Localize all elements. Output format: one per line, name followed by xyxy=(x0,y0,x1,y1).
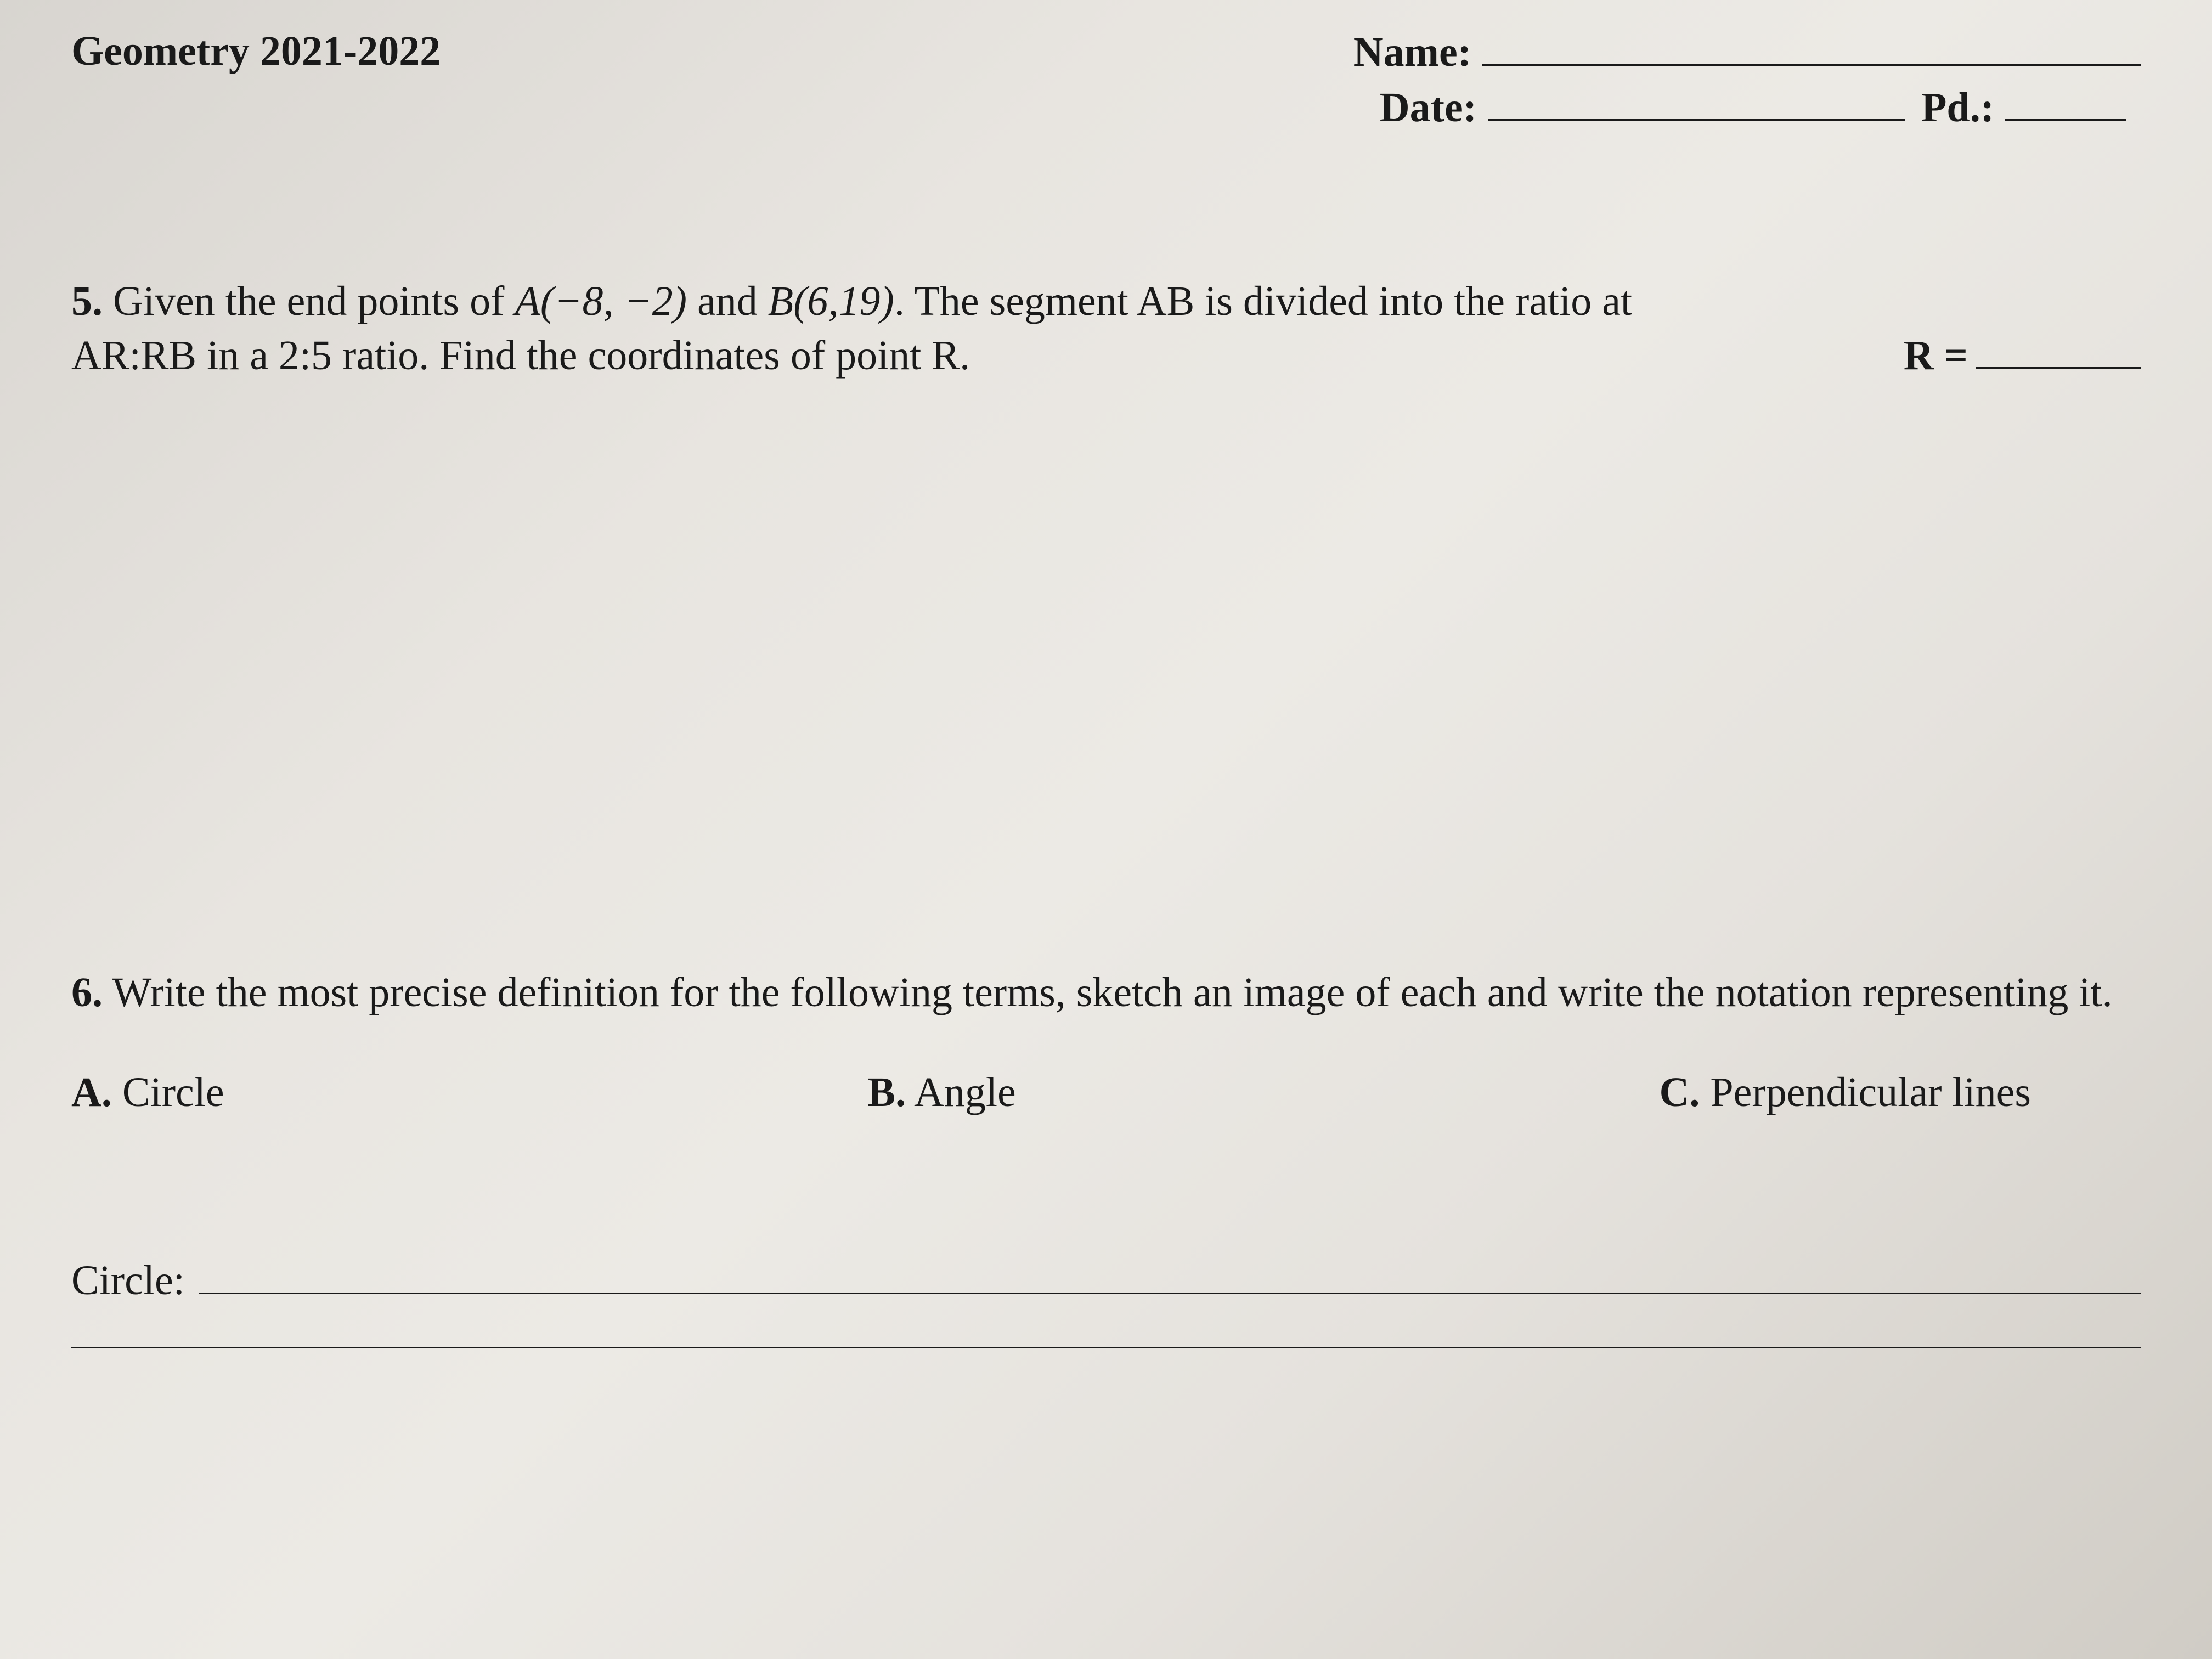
option-b: B. Angle xyxy=(867,1064,1015,1121)
q5-point-b: B(6,19) xyxy=(768,278,894,324)
q5-point-a: A(−8, −2) xyxy=(515,278,687,324)
pd-label: Pd.: xyxy=(1921,84,1994,132)
q5-text1: Given the end points of xyxy=(113,278,515,324)
option-b-text: Angle xyxy=(914,1069,1016,1115)
option-c-label: C. xyxy=(1660,1069,1700,1115)
name-date-block: Name: Date: Pd.: xyxy=(1353,27,2141,132)
name-label: Name: xyxy=(1353,29,1471,76)
q6-number: 6. xyxy=(71,969,103,1015)
q5-number: 5. xyxy=(71,278,103,324)
circle-label: Circle: xyxy=(71,1252,185,1309)
r-blank[interactable] xyxy=(1976,336,2141,369)
option-a-label: A. xyxy=(71,1069,112,1115)
circle-blank-line2[interactable] xyxy=(71,1347,2141,1348)
date-label: Date: xyxy=(1380,84,1477,132)
q5-line2: AR:RB in a 2:5 ratio. Find the coordinat… xyxy=(71,329,970,383)
q5-text2: and xyxy=(687,278,768,324)
q6-text: Write the most precise definition for th… xyxy=(112,969,2113,1015)
course-title: Geometry 2021-2022 xyxy=(71,27,441,75)
worksheet-header: Geometry 2021-2022 Name: Date: Pd.: xyxy=(71,27,2141,132)
option-a: A. Circle xyxy=(71,1064,224,1121)
pd-blank[interactable] xyxy=(2005,83,2126,121)
name-blank[interactable] xyxy=(1482,27,2141,66)
q6-options: A. Circle B. Angle C. Perpendicular line… xyxy=(71,1064,2141,1121)
q5-text3: . The segment AB is divided into the rat… xyxy=(894,278,1632,324)
q5-line2-wrap: AR:RB in a 2:5 ratio. Find the coordinat… xyxy=(71,329,2141,383)
circle-blank-line1[interactable] xyxy=(199,1261,2141,1294)
question-5: 5. Given the end points of A(−8, −2) and… xyxy=(71,274,2141,383)
date-blank[interactable] xyxy=(1488,83,1905,121)
option-c: C. Perpendicular lines xyxy=(1660,1064,2031,1121)
circle-definition-row: Circle: xyxy=(71,1252,2141,1309)
option-c-text: Perpendicular lines xyxy=(1710,1069,2031,1115)
q5-answer: R = xyxy=(1904,329,2141,383)
q5-line1: 5. Given the end points of A(−8, −2) and… xyxy=(71,274,2141,329)
r-label: R = xyxy=(1904,329,1968,383)
date-row: Date: Pd.: xyxy=(1353,83,2141,132)
question-6: 6. Write the most precise definition for… xyxy=(71,964,2141,1349)
name-row: Name: xyxy=(1353,27,2141,76)
option-b-label: B. xyxy=(867,1069,906,1115)
option-a-text: Circle xyxy=(122,1069,224,1115)
